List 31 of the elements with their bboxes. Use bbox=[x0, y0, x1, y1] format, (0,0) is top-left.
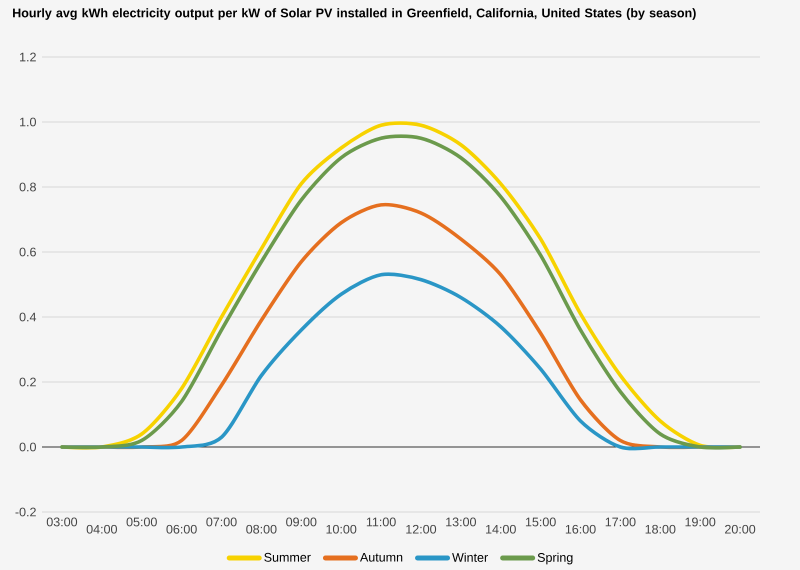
y-tick-label: 0.4 bbox=[20, 312, 36, 322]
y-tick-label: -0.2 bbox=[15, 508, 36, 516]
x-tick-label: 13:00 bbox=[446, 518, 476, 526]
x-tick-label: 15:00 bbox=[526, 518, 556, 526]
x-tick-label: 09:00 bbox=[286, 518, 316, 526]
x-tick-label: 08:00 bbox=[246, 524, 277, 534]
x-tick-label: 16:00 bbox=[566, 524, 596, 534]
y-tick-label: 0.2 bbox=[20, 378, 36, 386]
x-tick-label: 17:00 bbox=[606, 518, 636, 526]
x-tick-label: 10:00 bbox=[326, 524, 356, 534]
x-tick-label: 14:00 bbox=[486, 524, 516, 534]
legend-label: Summer bbox=[264, 552, 311, 562]
x-tick-label: 06:00 bbox=[166, 524, 197, 534]
x-tick-label: 07:00 bbox=[206, 518, 237, 526]
x-tick-label: 05:00 bbox=[126, 518, 157, 526]
x-tick-label: 11:00 bbox=[366, 518, 396, 526]
y-tick-label: 0.6 bbox=[20, 248, 36, 256]
y-tick-label: 1.2 bbox=[20, 52, 36, 62]
x-tick-label: 18:00 bbox=[646, 524, 676, 534]
legend-label: Winter bbox=[452, 552, 488, 562]
legend-label: Spring bbox=[538, 552, 572, 564]
chart-title: Hourly avg kWh electricity output per kW of Solar PV installed in Greenfield, California, United States (by season) bbox=[13, 8, 696, 20]
x-tick-label: 20:00 bbox=[725, 524, 756, 534]
y-tick-label: 0.8 bbox=[20, 182, 36, 192]
x-tick-label: 04:00 bbox=[86, 524, 117, 534]
x-tick-label: 03:00 bbox=[46, 518, 78, 526]
y-tick-label: 1.0 bbox=[20, 118, 36, 126]
legend-label: Autumn bbox=[360, 552, 402, 562]
x-tick-label: 12:00 bbox=[406, 524, 436, 534]
y-tick-label: 0.0 bbox=[20, 442, 36, 452]
x-tick-label: 19:00 bbox=[685, 518, 716, 526]
